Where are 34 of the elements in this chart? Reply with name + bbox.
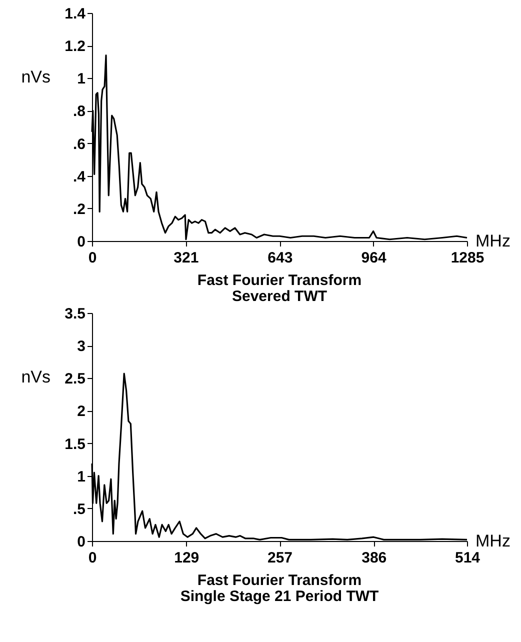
y-tick-label: 0 [77, 534, 86, 550]
y-tick-label: 2.5 [64, 370, 86, 388]
y-tick-label: 1.5 [64, 436, 86, 453]
text: Severed TWT [232, 288, 328, 305]
text: Single Stage 21 Period TWT [180, 588, 379, 605]
y-tick-label: 1 [77, 468, 86, 486]
x-tick-label: 0 [88, 550, 97, 566]
y-tick-label: 1.4 [64, 6, 86, 22]
y-tick-label: 3.5 [64, 306, 86, 322]
x-axis-title: MHz [476, 532, 510, 550]
x-tick-label: 514 [454, 550, 481, 566]
y-tick-label: 0 [77, 234, 86, 250]
y-tick-label: .8 [72, 103, 86, 120]
x-tick-label: 643 [268, 250, 293, 266]
y-tick-label: 3 [77, 338, 86, 356]
y-tick-label: 1.2 [64, 38, 86, 56]
x-axis-title: MHz [476, 232, 510, 250]
y-tick-label: .5 [72, 500, 86, 518]
x-tick-label: 0 [88, 250, 97, 266]
y-tick-label: .2 [72, 200, 86, 218]
x-tick-label: 321 [174, 250, 199, 266]
y-axis-title: nVs [21, 67, 50, 86]
x-tick-label: 386 [362, 550, 387, 566]
x-tick-label: 964 [361, 250, 387, 266]
y-axis-title: nVs [21, 367, 50, 386]
x-tick-label: 1285 [450, 250, 484, 266]
text: Fast Fourier Transform [197, 572, 362, 589]
x-tick-label: 129 [174, 550, 200, 566]
y-tick-label: 1 [77, 70, 86, 88]
x-tick-label: 257 [267, 550, 293, 566]
text: Fast Fourier Transform [197, 272, 362, 289]
y-tick-label: .6 [72, 136, 86, 153]
y-tick-label: 2 [77, 403, 86, 420]
y-tick-label: .4 [72, 168, 86, 186]
